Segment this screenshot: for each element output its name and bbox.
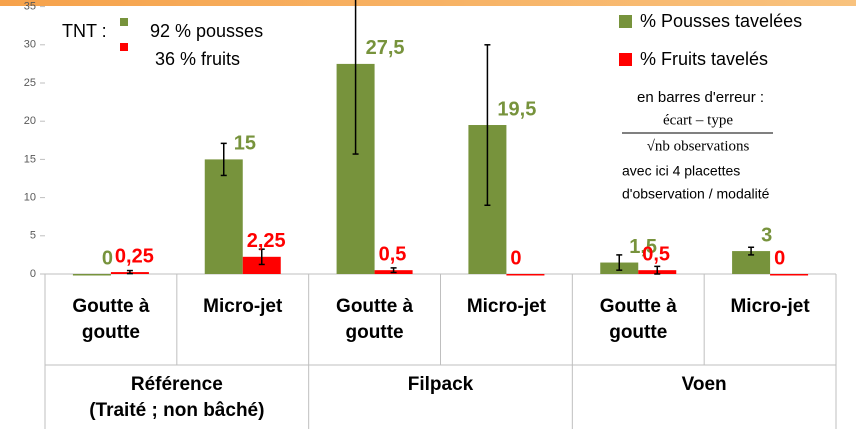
group-label: Filpack bbox=[407, 374, 474, 395]
note: d'observation / modalité bbox=[622, 186, 770, 202]
data-label: 0,5 bbox=[642, 243, 670, 265]
x-tick-label: Goutte à goutte bbox=[72, 296, 150, 343]
y-tick-label: 5 bbox=[30, 230, 36, 242]
tnt-label: TNT : bbox=[62, 21, 107, 41]
x-tick-label: Micro-jet bbox=[730, 296, 810, 317]
group-label: Voen bbox=[681, 374, 727, 395]
tnt-marker bbox=[120, 43, 128, 51]
x-tick-label: Micro-jet bbox=[466, 296, 546, 317]
data-label: 0 bbox=[774, 247, 785, 269]
data-label: 1,5 bbox=[629, 236, 657, 258]
legend-swatch bbox=[619, 15, 632, 28]
legend-label: % Pousses tavelées bbox=[640, 11, 802, 31]
note: avec ici 4 placettes bbox=[622, 163, 740, 179]
bar bbox=[72, 274, 111, 276]
y-tick-label: 25 bbox=[24, 77, 36, 89]
data-label: 19,5 bbox=[497, 98, 536, 120]
data-label: 27,5 bbox=[366, 37, 405, 59]
bar bbox=[242, 256, 281, 274]
data-label: 0,5 bbox=[379, 243, 407, 265]
y-tick-label: 20 bbox=[24, 115, 36, 127]
note-formula: écart – type bbox=[663, 112, 733, 128]
banner bbox=[0, 0, 856, 6]
group-label: Référence bbox=[130, 374, 223, 395]
note: en barres d'erreur : bbox=[637, 89, 764, 106]
data-label: 2,25 bbox=[247, 230, 286, 252]
data-label: 15 bbox=[234, 133, 256, 155]
tnt-marker bbox=[120, 18, 128, 26]
y-tick-label: 15 bbox=[24, 153, 36, 165]
x-tick-label: Goutte à goutte bbox=[599, 296, 677, 343]
data-label: 3 bbox=[761, 224, 772, 246]
legend-swatch bbox=[619, 53, 632, 66]
tnt-line: 92 % pousses bbox=[150, 21, 263, 41]
y-tick-label: 0 bbox=[30, 268, 36, 280]
data-label: 0 bbox=[510, 247, 521, 269]
x-tick-label: Micro-jet bbox=[203, 296, 283, 317]
data-label: 0,25 bbox=[115, 245, 154, 267]
bar bbox=[204, 159, 243, 274]
legend-label: % Fruits tavelés bbox=[640, 49, 768, 69]
y-tick-label: 10 bbox=[24, 192, 36, 204]
note-formula: √nb observations bbox=[647, 138, 750, 154]
bar bbox=[732, 251, 771, 274]
x-tick-label: Goutte à goutte bbox=[336, 296, 414, 343]
y-tick-label: 30 bbox=[24, 39, 36, 51]
y-tick-label: 35 bbox=[24, 1, 36, 13]
group-label: (Traité ; non bâché) bbox=[89, 400, 265, 421]
tnt-line: 36 % fruits bbox=[155, 49, 240, 69]
data-label: 0 bbox=[102, 247, 113, 269]
bar bbox=[506, 274, 545, 276]
bar bbox=[770, 274, 809, 276]
